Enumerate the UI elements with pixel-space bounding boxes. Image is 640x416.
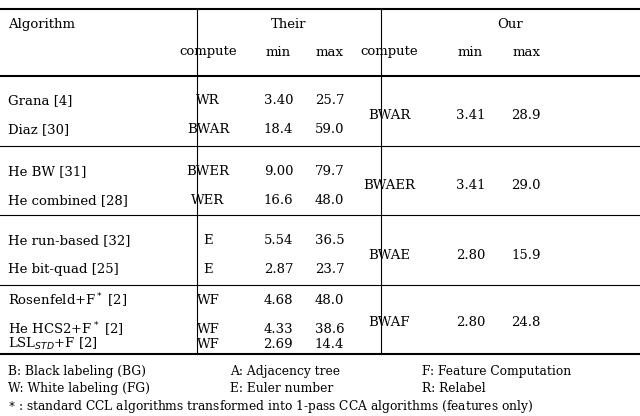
Text: WER: WER xyxy=(191,194,225,207)
Text: F: Feature Computation: F: Feature Computation xyxy=(422,364,572,378)
Text: WF: WF xyxy=(196,294,220,307)
Text: 25.7: 25.7 xyxy=(315,94,344,107)
Text: 16.6: 16.6 xyxy=(264,194,293,207)
Text: BWAER: BWAER xyxy=(363,179,415,193)
Text: 23.7: 23.7 xyxy=(315,263,344,276)
Text: 2.69: 2.69 xyxy=(264,338,293,351)
Text: 3.41: 3.41 xyxy=(456,109,485,122)
Text: 36.5: 36.5 xyxy=(315,234,344,247)
Text: WR: WR xyxy=(196,94,220,107)
Text: 5.54: 5.54 xyxy=(264,234,293,247)
Text: A: Adjacency tree: A: Adjacency tree xyxy=(230,364,340,378)
Text: 79.7: 79.7 xyxy=(315,165,344,178)
Text: 38.6: 38.6 xyxy=(315,323,344,336)
Text: 4.33: 4.33 xyxy=(264,323,293,336)
Text: E: E xyxy=(203,234,213,247)
Text: W: White labeling (FG): W: White labeling (FG) xyxy=(8,382,150,396)
Text: Rosenfeld+F$^*$ [2]: Rosenfeld+F$^*$ [2] xyxy=(8,291,127,310)
Text: E: E xyxy=(203,263,213,276)
Text: 3.41: 3.41 xyxy=(456,179,485,193)
Text: 18.4: 18.4 xyxy=(264,123,293,136)
Text: R: Relabel: R: Relabel xyxy=(422,382,486,396)
Text: Our: Our xyxy=(497,18,524,32)
Text: He BW [31]: He BW [31] xyxy=(8,165,86,178)
Text: WF: WF xyxy=(196,323,220,336)
Text: 59.0: 59.0 xyxy=(315,123,344,136)
Text: He bit-quad [25]: He bit-quad [25] xyxy=(8,263,118,276)
Text: compute: compute xyxy=(179,45,237,59)
Text: He HCS2+F$^*$ [2]: He HCS2+F$^*$ [2] xyxy=(8,320,124,339)
Text: BWAR: BWAR xyxy=(368,109,410,122)
Text: He run-based [32]: He run-based [32] xyxy=(8,234,130,247)
Text: Their: Their xyxy=(271,18,307,32)
Text: 28.9: 28.9 xyxy=(511,109,541,122)
Text: BWAF: BWAF xyxy=(369,316,410,329)
Text: min: min xyxy=(458,45,483,59)
Text: Algorithm: Algorithm xyxy=(8,18,75,32)
Text: 29.0: 29.0 xyxy=(511,179,541,193)
Text: $*$ : standard CCL algorithms transformed into 1-pass CCA algorithms (features o: $*$ : standard CCL algorithms transforme… xyxy=(8,399,533,415)
Text: Grana [4]: Grana [4] xyxy=(8,94,72,107)
Text: BWER: BWER xyxy=(186,165,230,178)
Text: 3.40: 3.40 xyxy=(264,94,293,107)
Text: BWAE: BWAE xyxy=(368,248,410,262)
Text: min: min xyxy=(266,45,291,59)
Text: 4.68: 4.68 xyxy=(264,294,293,307)
Text: B: Black labeling (BG): B: Black labeling (BG) xyxy=(8,364,146,378)
Text: WF: WF xyxy=(196,338,220,351)
Text: max: max xyxy=(512,45,540,59)
Text: Diaz [30]: Diaz [30] xyxy=(8,123,69,136)
Text: BWAR: BWAR xyxy=(187,123,229,136)
Text: 48.0: 48.0 xyxy=(315,194,344,207)
Text: 15.9: 15.9 xyxy=(511,248,541,262)
Text: 2.87: 2.87 xyxy=(264,263,293,276)
Text: E: Euler number: E: Euler number xyxy=(230,382,333,396)
Text: max: max xyxy=(316,45,344,59)
Text: 2.80: 2.80 xyxy=(456,316,485,329)
Text: 9.00: 9.00 xyxy=(264,165,293,178)
Text: 24.8: 24.8 xyxy=(511,316,541,329)
Text: He combined [28]: He combined [28] xyxy=(8,194,127,207)
Text: 2.80: 2.80 xyxy=(456,248,485,262)
Text: compute: compute xyxy=(360,45,418,59)
Text: LSL$_{STD}$+F [2]: LSL$_{STD}$+F [2] xyxy=(8,337,98,352)
Text: 14.4: 14.4 xyxy=(315,338,344,351)
Text: 48.0: 48.0 xyxy=(315,294,344,307)
